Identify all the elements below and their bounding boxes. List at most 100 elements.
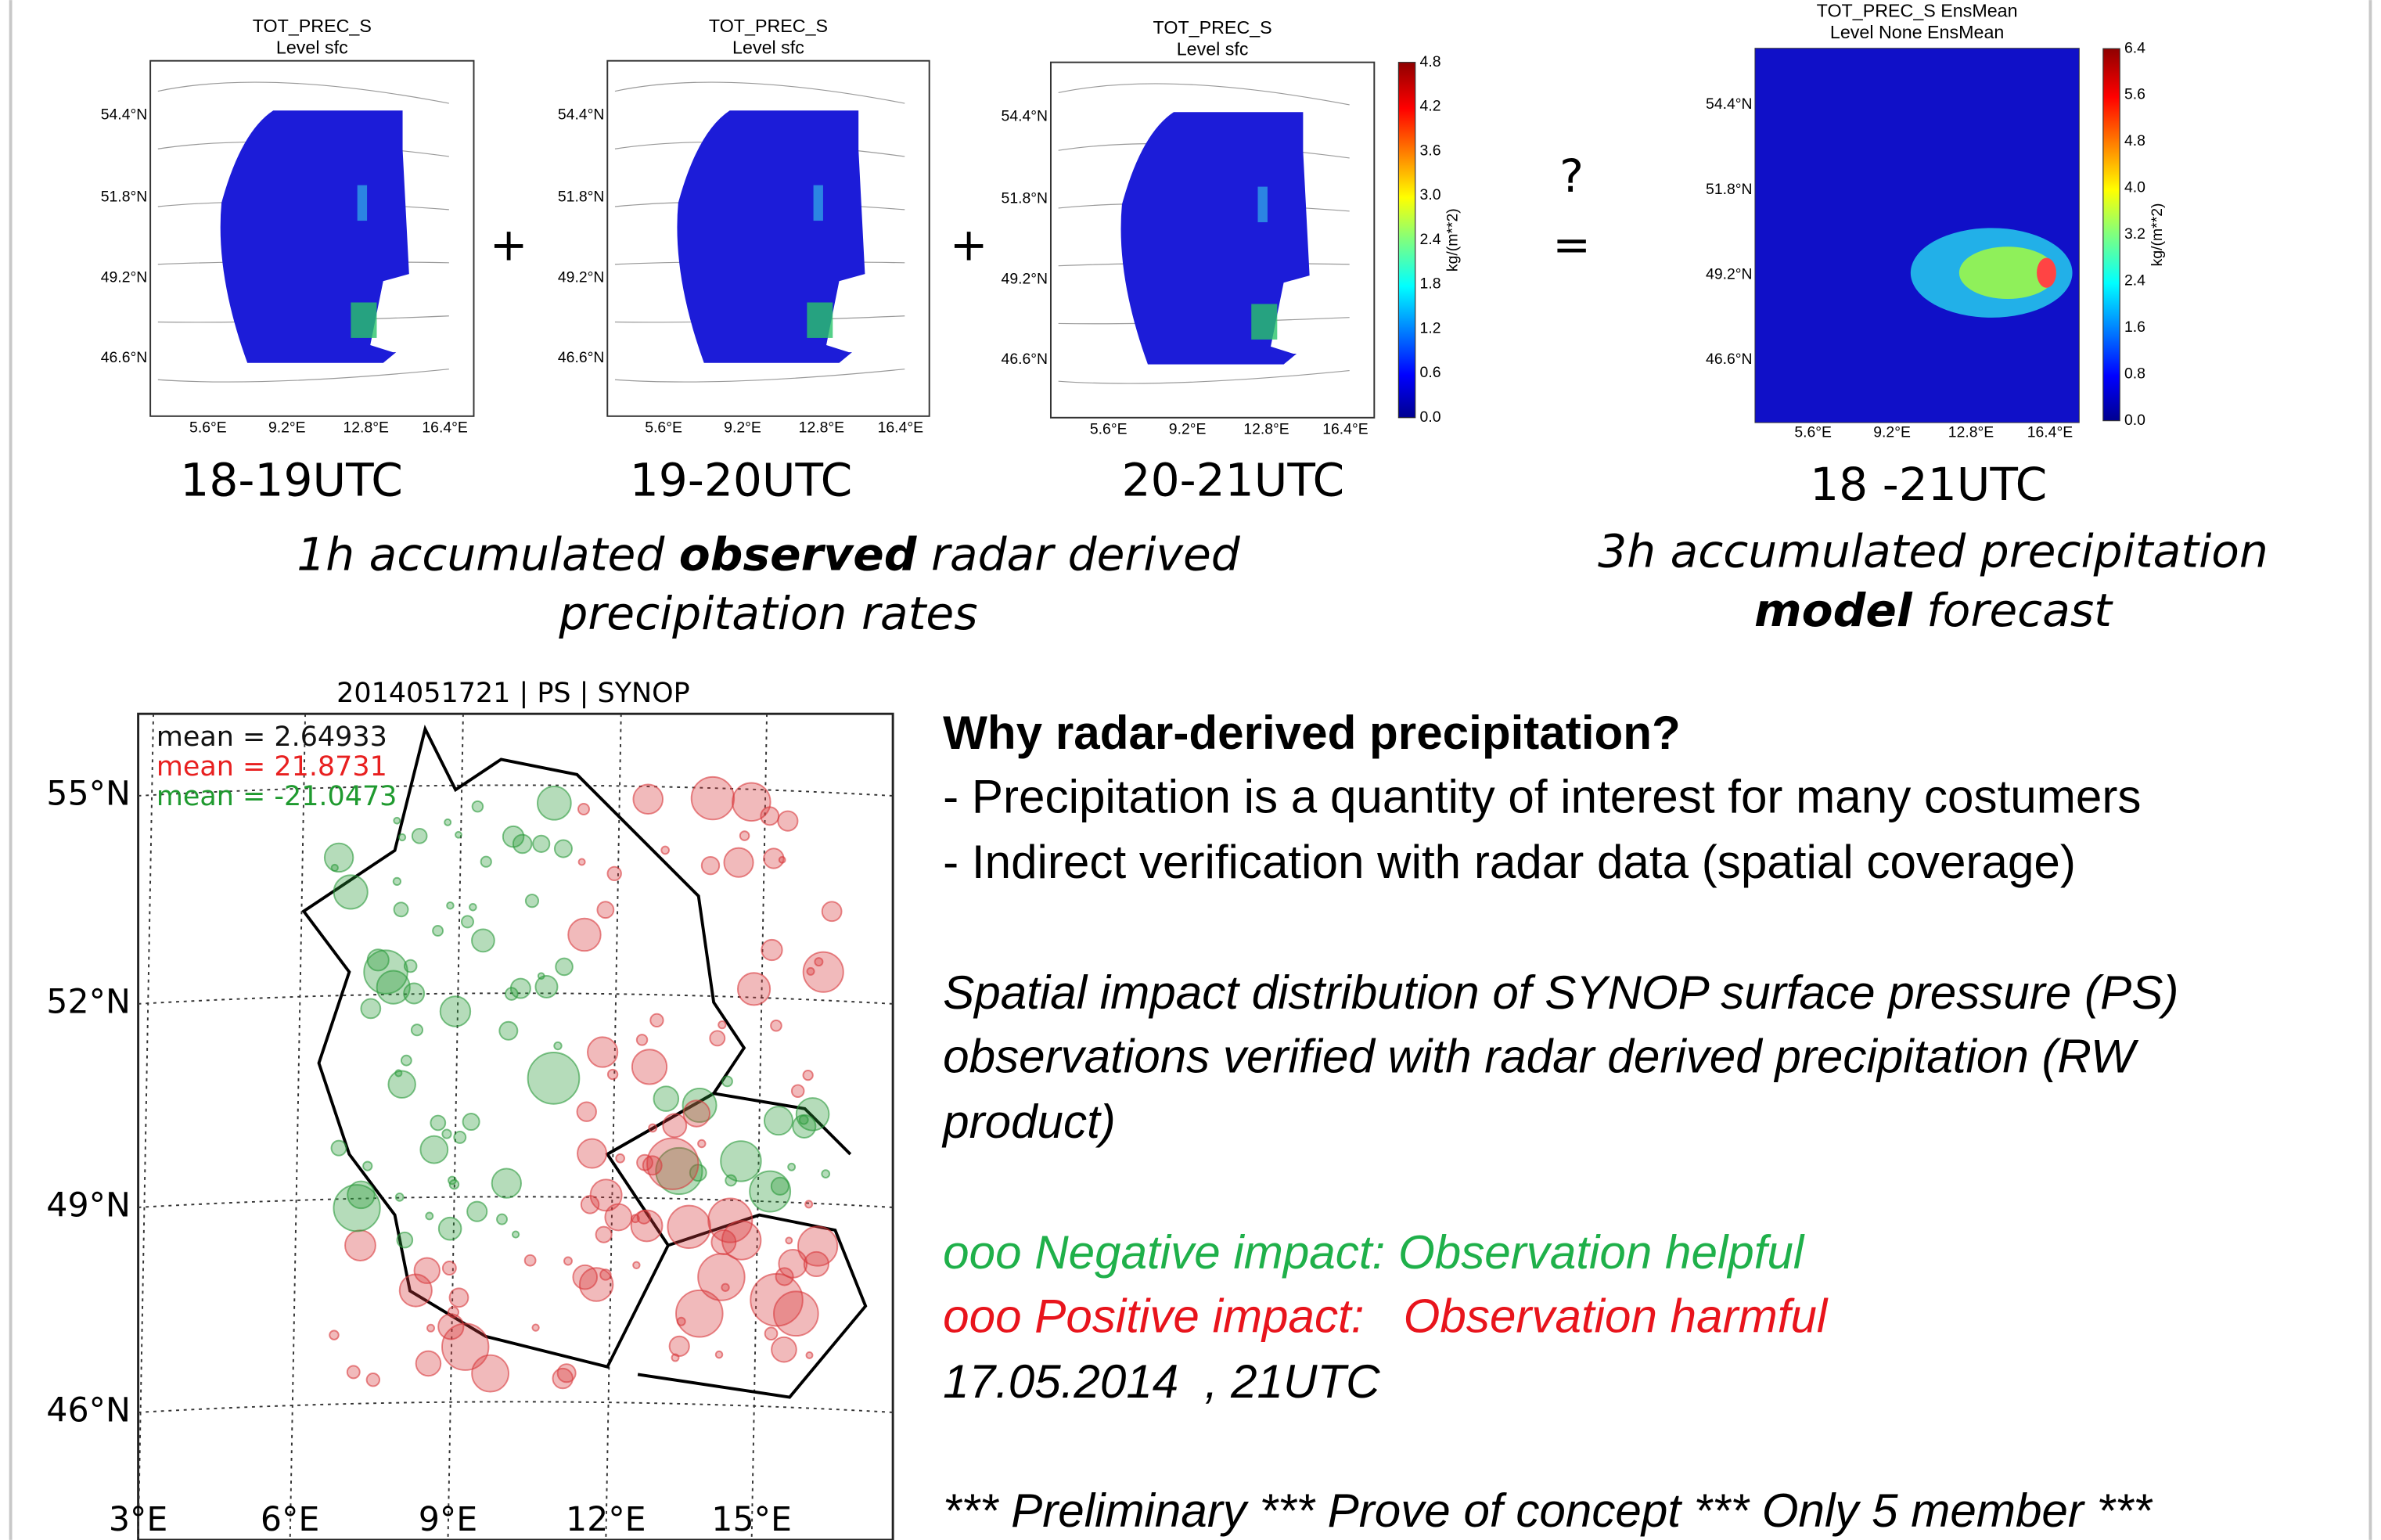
- impact-marker: [368, 949, 389, 970]
- impact-marker: [710, 1031, 725, 1045]
- impact-marker: [505, 988, 518, 1000]
- colorbar: [2103, 49, 2120, 420]
- impact-marker: [450, 1180, 459, 1189]
- map-title: TOT_PREC_S: [709, 16, 828, 36]
- lat-tick-label: 46°N: [46, 1391, 131, 1430]
- colorbar-tick-label: 6.4: [2124, 39, 2145, 56]
- lat-tick-label: 54.4°N: [101, 106, 148, 124]
- lon-tick-label: 5.6°E: [645, 419, 682, 436]
- impact-marker: [444, 819, 451, 826]
- colorbar-tick-label: 0.0: [2124, 412, 2145, 429]
- lon-tick-label: 12.8°E: [799, 419, 844, 436]
- colorbar-tick-label: 0.0: [1420, 408, 1441, 426]
- impact-marker: [499, 1022, 517, 1040]
- lon-tick-label: 16.4°E: [878, 419, 923, 436]
- impact-marker: [732, 783, 771, 821]
- impact-marker: [433, 926, 443, 936]
- impact-marker: [439, 1218, 462, 1240]
- impact-marker: [721, 1141, 761, 1181]
- impact-marker: [454, 1132, 466, 1143]
- impact-marker: [497, 1214, 507, 1225]
- lon-tick-label: 15°E: [711, 1500, 792, 1539]
- date: 17.05.2014 , 21UTC: [943, 1355, 1380, 1408]
- impact-marker: [401, 1056, 412, 1066]
- impact-marker: [492, 1168, 521, 1197]
- impact-marker: [447, 902, 454, 909]
- map-title: TOT_PREC_S: [1153, 17, 1272, 38]
- impact-marker: [822, 901, 842, 921]
- impact-marker: [430, 1116, 445, 1131]
- lat-tick-label: 46.6°N: [558, 349, 604, 366]
- lat-tick-label: 54.4°N: [1706, 95, 1753, 113]
- impact-marker: [568, 919, 600, 951]
- precip-cell: [358, 185, 367, 221]
- impact-marker: [334, 875, 368, 909]
- impact-marker: [462, 916, 473, 927]
- mean-label: mean = -21.0473: [156, 781, 397, 812]
- impact-marker: [394, 818, 400, 824]
- impact-marker: [394, 878, 401, 885]
- lat-tick-label: 51.8°N: [1002, 189, 1048, 207]
- impact-marker: [633, 1262, 639, 1268]
- map-title: TOT_PREC_S EnsMean: [1817, 1, 2018, 21]
- impact-marker: [538, 786, 571, 820]
- impact-marker: [554, 1042, 561, 1049]
- impact-marker: [764, 1106, 793, 1135]
- impact-marker: [672, 1355, 679, 1362]
- impact-marker: [463, 1114, 480, 1130]
- colorbar-tick-label: 2.4: [2124, 272, 2145, 289]
- impact-marker: [333, 1185, 379, 1231]
- colorbar-tick-label: 5.6: [2124, 86, 2145, 103]
- lat-tick-label: 52°N: [46, 982, 131, 1021]
- slide: TOT_PREC_SLevel sfc54.4°N51.8°N49.2°N46.…: [0, 0, 2381, 1540]
- colorbar-tick-label: 4.0: [2124, 179, 2145, 196]
- impact-marker: [654, 1086, 679, 1111]
- impact-marker: [676, 1290, 723, 1337]
- legend-negative: ooo Negative impact: Observation helpful: [943, 1226, 1805, 1279]
- colorbar-tick-label: 3.6: [1420, 142, 1441, 159]
- impact-marker: [805, 1200, 812, 1207]
- impact-marker: [450, 1288, 469, 1307]
- lon-tick-label: 5.6°E: [1794, 423, 1832, 441]
- impact-marker: [472, 930, 495, 952]
- precip-cell: [351, 303, 376, 338]
- impact-marker: [722, 1221, 761, 1259]
- caption: model forecast: [1754, 584, 2113, 637]
- operator: +: [950, 218, 988, 272]
- impact-marker: [367, 1373, 379, 1386]
- impact-marker: [558, 1364, 576, 1382]
- lon-tick-label: 6°E: [261, 1500, 319, 1539]
- colorbar-tick-label: 0.6: [1420, 364, 1441, 381]
- impact-marker: [638, 1211, 651, 1224]
- impact-marker: [600, 1269, 610, 1279]
- impact-marker: [678, 1318, 685, 1326]
- caption: precipitation rates: [558, 587, 977, 640]
- impact-marker: [765, 1327, 778, 1340]
- caption-part: radar derived: [916, 527, 1240, 581]
- impact-marker: [616, 1154, 624, 1163]
- colorbar-tick-label: 0.8: [2124, 365, 2145, 382]
- impact-marker: [412, 829, 427, 844]
- map-subtitle: Level sfc: [732, 37, 804, 57]
- map-title: 2014051721 | PS | SYNOP: [336, 678, 690, 709]
- colorbar-tick-label: 4.8: [2124, 132, 2145, 149]
- lat-tick-label: 49.2°N: [558, 268, 604, 286]
- colorbar-tick-label: 3.0: [1420, 186, 1441, 203]
- impact-marker: [420, 1136, 448, 1164]
- impact-marker: [692, 777, 734, 819]
- lon-tick-label: 9.2°E: [724, 419, 761, 436]
- impact-marker: [683, 1100, 710, 1127]
- heading: Why radar-derived precipitation?: [943, 707, 1681, 759]
- lat-tick-label: 49.2°N: [1706, 265, 1753, 282]
- lon-tick-label: 16.4°E: [422, 419, 467, 436]
- lat-tick-label: 51.8°N: [101, 188, 148, 205]
- impact-marker: [650, 1014, 663, 1027]
- impact-marker: [555, 840, 572, 858]
- caption-part: observed: [679, 527, 918, 581]
- colorbar-unit: kg/(m**2): [1444, 208, 1461, 272]
- caption-part: model: [1754, 584, 1913, 637]
- lat-tick-label: 55°N: [46, 774, 131, 813]
- lon-tick-label: 9°E: [419, 1500, 477, 1539]
- impact-marker: [361, 998, 380, 1018]
- impact-marker: [347, 1365, 360, 1378]
